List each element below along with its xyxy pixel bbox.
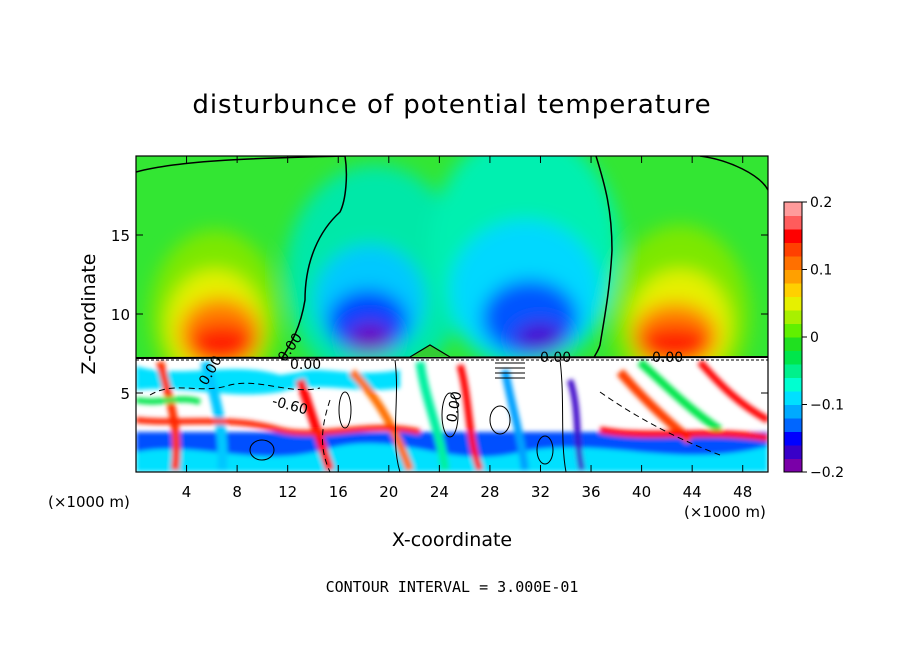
colorbar-swatch: [784, 215, 802, 230]
colorbar-swatch: [784, 256, 802, 270]
colorbar: [783, 201, 803, 473]
colorbar-swatch: [784, 445, 802, 459]
contour-label: 0.00: [290, 357, 321, 373]
x-tick-label: 8: [232, 483, 242, 501]
x-tick-label: 48: [733, 483, 752, 501]
plot-area: [136, 156, 768, 472]
colorbar-swatch: [784, 458, 802, 473]
colorbar-swatch: [784, 350, 802, 365]
colorbar-tick-label: −0.1: [810, 398, 844, 414]
colorbar-swatch: [784, 202, 802, 216]
contour-label: 0.00: [444, 390, 465, 423]
y-tick-label: 15: [111, 227, 130, 245]
colorbar-ticks: 0.2 0.1 0 −0.1 −0.2: [802, 195, 844, 481]
colorbar-swatch: [784, 296, 802, 311]
x-tick-label: 20: [379, 483, 398, 501]
zero-contour-line: [136, 156, 768, 359]
colorbar-swatch: [784, 269, 802, 284]
contour-label: 0.00: [540, 350, 571, 366]
contour-interval-note: CONTOUR INTERVAL = 3.000E-01: [326, 578, 579, 596]
y-tick-label: 10: [111, 306, 130, 324]
colorbar-swatch: [784, 242, 802, 257]
colorbar-swatch: [784, 323, 802, 338]
x-tick-label: 16: [329, 483, 348, 501]
y-axis-title: Z-coordinate: [78, 254, 100, 375]
colorbar-swatch: [784, 404, 802, 419]
x-tick-label: 28: [480, 483, 499, 501]
x-tick-label: 36: [581, 483, 600, 501]
y-axis: 5 10 15: [111, 227, 768, 403]
colorbar-swatch: [784, 391, 802, 405]
x-tick-label: 4: [182, 483, 192, 501]
colorbar-swatch: [784, 337, 802, 351]
chart-title: disturbunce of potential temperature: [192, 90, 711, 120]
colorbar-swatch: [784, 364, 802, 378]
contour-label: 0.00: [652, 350, 683, 366]
colorbar-swatch: [784, 377, 802, 392]
colorbar-swatch: [784, 229, 802, 243]
x-tick-label: 40: [632, 483, 651, 501]
x-tick-label: 12: [278, 483, 297, 501]
colorbar-swatch: [784, 283, 802, 297]
x-axis: 4 8 12 16 20 24 28 32 36 40 44 48: [182, 156, 752, 501]
x-tick-label: 24: [430, 483, 449, 501]
colorbar-tick-label: 0.1: [810, 263, 832, 279]
x-tick-label: 32: [531, 483, 550, 501]
x-unit-label-left: (×1000 m): [48, 493, 130, 511]
colorbar-tick-label: 0.2: [810, 195, 832, 211]
colorbar-swatch: [784, 431, 802, 446]
y-tick-label: 5: [120, 385, 130, 403]
lower-turbulent-layer: [136, 358, 768, 472]
colorbar-tick-label: 0: [810, 330, 819, 346]
x-unit-label-right: (×1000 m): [684, 503, 766, 521]
x-axis-title: X-coordinate: [392, 529, 512, 551]
x-tick-label: 44: [683, 483, 702, 501]
colorbar-tick-label: −0.2: [810, 465, 844, 481]
colorbar-swatch: [784, 310, 802, 324]
colorbar-swatch: [784, 418, 802, 432]
